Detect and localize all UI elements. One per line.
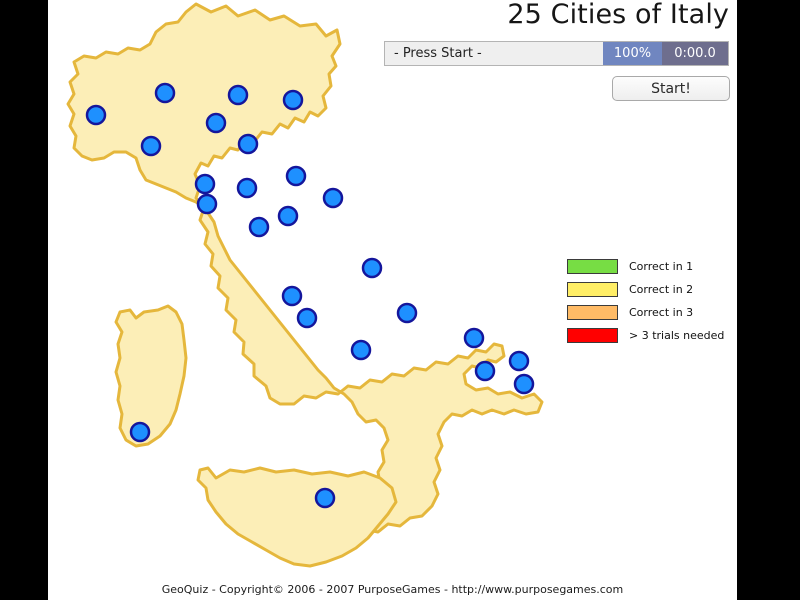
city-marker[interactable]: [194, 173, 216, 195]
legend-label: > 3 trials needed: [629, 329, 725, 342]
legend-swatch: [567, 305, 618, 320]
status-timer: 0:00.0: [662, 42, 728, 65]
city-marker[interactable]: [463, 327, 485, 349]
city-marker[interactable]: [154, 82, 176, 104]
city-marker[interactable]: [361, 257, 383, 279]
city-marker[interactable]: [314, 487, 336, 509]
city-marker[interactable]: [474, 360, 496, 382]
city-marker[interactable]: [248, 216, 270, 238]
city-marker[interactable]: [508, 350, 530, 372]
status-message: - Press Start -: [385, 42, 603, 65]
legend-item: Correct in 3: [567, 301, 727, 324]
city-marker[interactable]: [196, 193, 218, 215]
city-marker[interactable]: [296, 307, 318, 329]
city-marker[interactable]: [282, 89, 304, 111]
page-title: 25 Cities of Italy: [507, 0, 729, 30]
city-marker[interactable]: [513, 373, 535, 395]
legend-swatch: [567, 282, 618, 297]
status-percent: 100%: [603, 42, 662, 65]
city-marker[interactable]: [281, 285, 303, 307]
city-marker[interactable]: [205, 112, 227, 134]
legend-label: Correct in 1: [629, 260, 694, 273]
city-marker[interactable]: [285, 165, 307, 187]
legend: Correct in 1 Correct in 2 Correct in 3 > 3 …: [567, 255, 727, 347]
sicily-shape: [196, 466, 398, 568]
city-marker[interactable]: [350, 339, 372, 361]
city-marker[interactable]: [322, 187, 344, 209]
city-marker[interactable]: [140, 135, 162, 157]
city-marker[interactable]: [129, 421, 151, 443]
sardinia-shape: [114, 304, 188, 448]
city-marker[interactable]: [85, 104, 107, 126]
city-marker[interactable]: [396, 302, 418, 324]
city-marker[interactable]: [277, 205, 299, 227]
legend-item: Correct in 2: [567, 278, 727, 301]
city-marker[interactable]: [237, 133, 259, 155]
legend-item: > 3 trials needed: [567, 324, 727, 347]
legend-swatch: [567, 259, 618, 274]
mainland-italy-shape: [66, 2, 544, 540]
city-markers: [85, 82, 535, 509]
city-marker[interactable]: [227, 84, 249, 106]
map-landmasses: [66, 2, 544, 568]
italy-map: [48, 0, 737, 600]
playfield: 25 Cities of Italy - Press Start - 100% …: [48, 0, 737, 600]
legend-label: Correct in 3: [629, 306, 694, 319]
start-button[interactable]: Start!: [612, 76, 730, 101]
status-bar: - Press Start - 100% 0:00.0: [384, 41, 729, 66]
legend-swatch: [567, 328, 618, 343]
city-marker[interactable]: [236, 177, 258, 199]
legend-label: Correct in 2: [629, 283, 694, 296]
footer-copyright: GeoQuiz - Copyright© 2006 - 2007 Purpose…: [161, 583, 624, 596]
legend-item: Correct in 1: [567, 255, 727, 278]
